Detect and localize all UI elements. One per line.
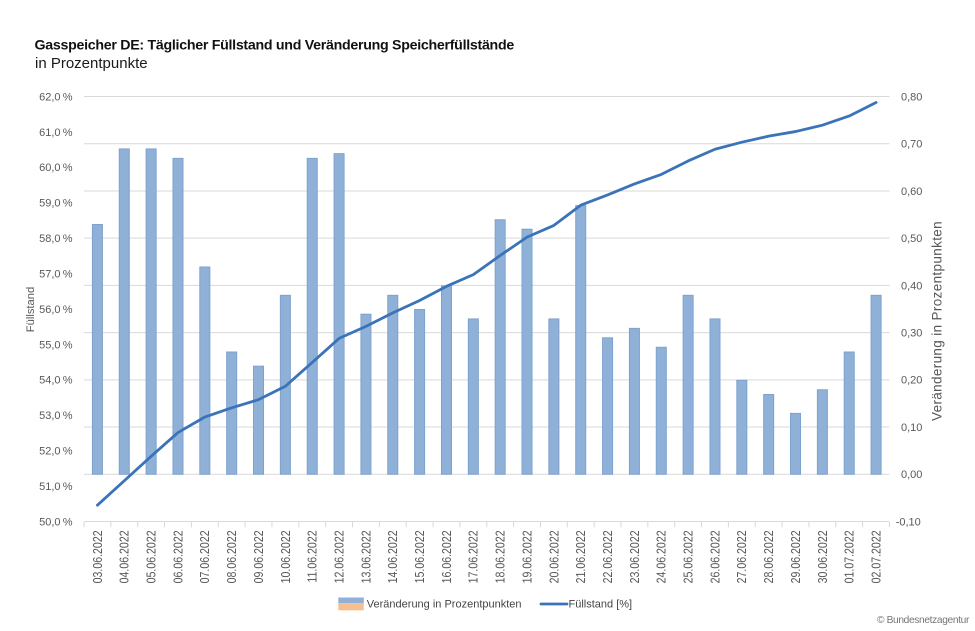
svg-text:08.06.2022: 08.06.2022 — [226, 530, 239, 583]
svg-text:0,30: 0,30 — [901, 328, 922, 340]
svg-text:51,0 %: 51,0 % — [39, 481, 73, 493]
svg-text:-0,10: -0,10 — [896, 516, 921, 528]
svg-text:11.06.2022: 11.06.2022 — [307, 530, 320, 582]
svg-text:25.06.2022: 25.06.2022 — [683, 530, 696, 583]
svg-text:29.06.2022: 29.06.2022 — [790, 530, 803, 583]
svg-text:52,0 %: 52,0 % — [39, 446, 73, 458]
svg-text:13.06.2022: 13.06.2022 — [361, 530, 374, 583]
svg-text:62,0 %: 62,0 % — [39, 91, 73, 103]
svg-text:58,0 %: 58,0 % — [39, 233, 73, 245]
svg-text:59,0 %: 59,0 % — [39, 198, 73, 210]
svg-text:09.06.2022: 09.06.2022 — [253, 530, 266, 583]
svg-text:Füllstand [%]: Füllstand [%] — [569, 599, 633, 611]
svg-text:61,0 %: 61,0 % — [39, 127, 73, 139]
svg-text:28.06.2022: 28.06.2022 — [763, 530, 776, 583]
svg-text:53,0 %: 53,0 % — [39, 410, 73, 422]
svg-text:22.06.2022: 22.06.2022 — [602, 530, 615, 583]
svg-text:54,0 %: 54,0 % — [39, 375, 73, 387]
svg-text:26.06.2022: 26.06.2022 — [710, 530, 723, 583]
svg-text:18.06.2022: 18.06.2022 — [495, 530, 508, 583]
svg-text:© Bundesnetzagentur: © Bundesnetzagentur — [877, 615, 970, 626]
svg-text:17.06.2022: 17.06.2022 — [468, 530, 481, 583]
svg-text:0,80: 0,80 — [901, 91, 922, 103]
svg-text:in Prozentpunkte: in Prozentpunkte — [35, 55, 148, 72]
svg-text:23.06.2022: 23.06.2022 — [629, 530, 642, 583]
svg-text:27.06.2022: 27.06.2022 — [737, 530, 750, 583]
svg-text:06.06.2022: 06.06.2022 — [173, 530, 186, 583]
svg-text:0,40: 0,40 — [901, 280, 922, 292]
svg-text:50,0 %: 50,0 % — [39, 516, 73, 528]
svg-text:10.06.2022: 10.06.2022 — [280, 530, 293, 583]
svg-text:0,50: 0,50 — [901, 233, 922, 245]
svg-text:12.06.2022: 12.06.2022 — [334, 530, 347, 583]
svg-text:14.06.2022: 14.06.2022 — [387, 530, 400, 583]
svg-text:03.06.2022: 03.06.2022 — [92, 530, 105, 583]
svg-text:02.07.2022: 02.07.2022 — [871, 530, 884, 583]
svg-text:04.06.2022: 04.06.2022 — [119, 530, 132, 583]
svg-text:30.06.2022: 30.06.2022 — [817, 530, 830, 583]
svg-text:24.06.2022: 24.06.2022 — [656, 530, 669, 583]
svg-text:16.06.2022: 16.06.2022 — [441, 530, 454, 583]
svg-text:07.06.2022: 07.06.2022 — [200, 530, 213, 583]
svg-text:0,60: 0,60 — [901, 186, 922, 198]
svg-text:0,00: 0,00 — [901, 469, 922, 481]
svg-text:57,0 %: 57,0 % — [39, 268, 73, 280]
svg-text:19.06.2022: 19.06.2022 — [522, 530, 535, 583]
svg-text:56,0 %: 56,0 % — [39, 304, 73, 316]
svg-text:0,70: 0,70 — [901, 139, 922, 151]
svg-text:Veränderung in Prozentpunkten: Veränderung in Prozentpunkten — [367, 599, 522, 611]
svg-text:Füllstand: Füllstand — [25, 287, 37, 332]
svg-text:Gasspeicher DE: Täglicher Füll: Gasspeicher DE: Täglicher Füllstand und … — [35, 38, 515, 54]
svg-text:01.07.2022: 01.07.2022 — [844, 530, 857, 583]
svg-text:20.06.2022: 20.06.2022 — [549, 530, 562, 583]
svg-text:21.06.2022: 21.06.2022 — [575, 530, 588, 583]
svg-text:55,0 %: 55,0 % — [39, 339, 73, 351]
svg-text:0,10: 0,10 — [901, 422, 922, 434]
svg-text:60,0 %: 60,0 % — [39, 162, 73, 174]
svg-text:0,20: 0,20 — [901, 375, 922, 387]
svg-text:Veränderung in Prozentpunkten: Veränderung in Prozentpunkten — [930, 221, 945, 421]
svg-text:05.06.2022: 05.06.2022 — [146, 530, 159, 583]
svg-text:15.06.2022: 15.06.2022 — [414, 530, 427, 583]
